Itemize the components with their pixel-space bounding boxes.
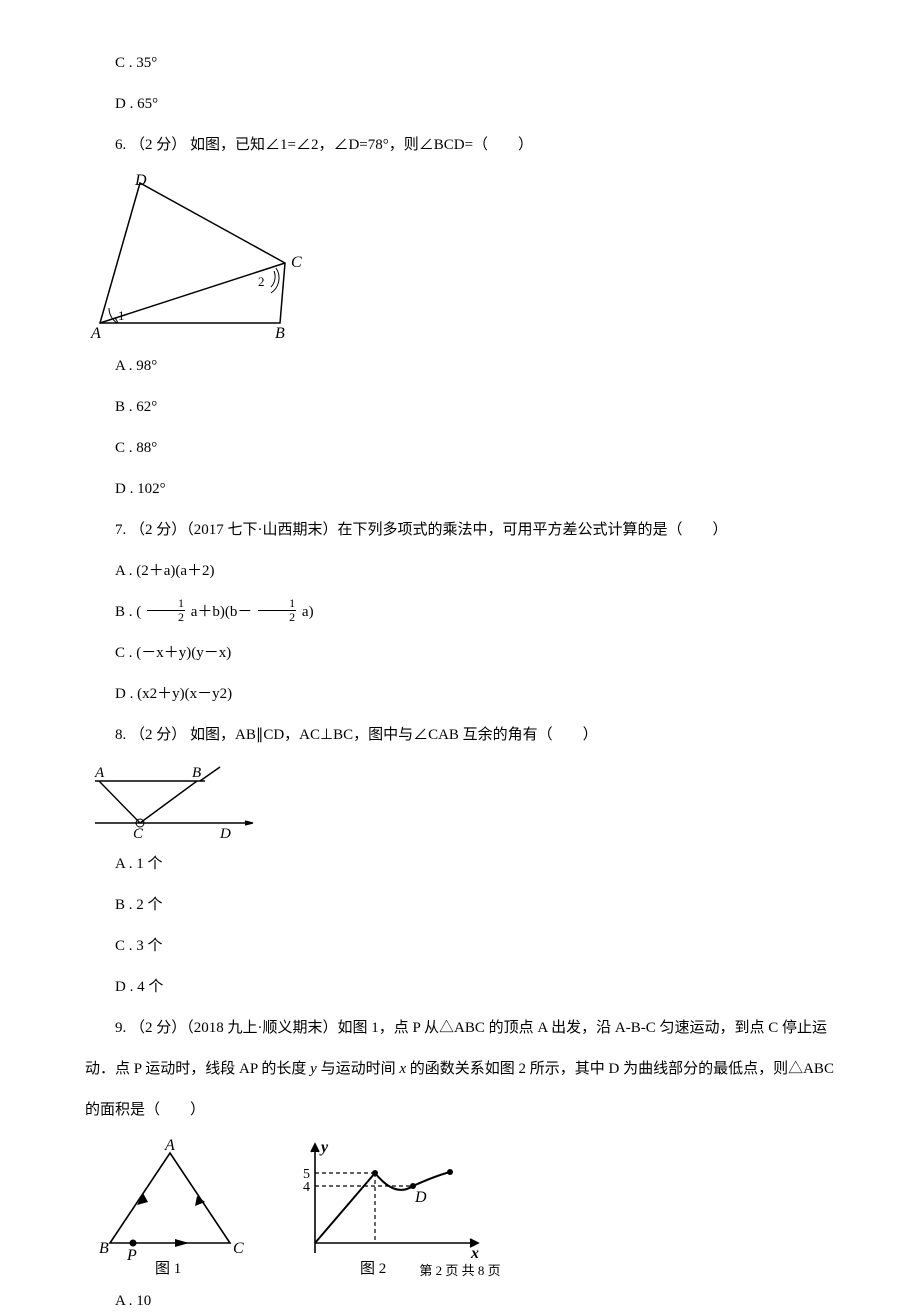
q6-option-c: C . 88° [85, 435, 835, 462]
q8-option-b: B . 2 个 [85, 892, 835, 919]
label-angle2: 2 [258, 274, 265, 289]
q7-option-a: A . (2＋a)(a＋2) [85, 558, 835, 585]
label-A: A [164, 1138, 175, 1154]
var-y: y [310, 1061, 317, 1077]
label-C: C [291, 254, 302, 271]
q5-option-c: C . 35° [85, 50, 835, 77]
q8-option-c: C . 3 个 [85, 933, 835, 960]
q5-option-d: D . 65° [85, 91, 835, 118]
q9-figure2: 5 4 y x D 图 2 [285, 1138, 485, 1278]
q9-stem-line1: 9. （2 分）（2018 九上·顺义期末）如图 1，点 P 从△ABC 的顶点… [85, 1015, 835, 1042]
q7-optb-mid1: a＋b)(b－ [187, 604, 256, 620]
label-angle1: 1 [118, 308, 125, 323]
label-D: D [134, 173, 147, 189]
q6-option-a: A . 98° [85, 353, 835, 380]
q6-option-d: D . 102° [85, 476, 835, 503]
label-A: A [90, 325, 101, 342]
q8-stem: 8. （2 分） 如图，AB∥CD，AC⊥BC，图中与∠CAB 互余的角有（ ） [85, 722, 835, 749]
page-footer: 第 2 页 共 8 页 [0, 1259, 920, 1282]
q7-option-c: C . (－x＋y)(y－x) [85, 640, 835, 667]
q7-stem: 7. （2 分）（2017 七下·山西期末）在下列多项式的乘法中，可用平方差公式… [85, 517, 835, 544]
q7-frac2: 12 [258, 597, 296, 624]
label-B: B [275, 325, 285, 342]
axis-y: y [319, 1139, 329, 1156]
q7-frac1: 12 [147, 597, 185, 624]
q8-option-d: D . 4 个 [85, 974, 835, 1001]
q9-stem-line2: 动．点 P 运动时，线段 AP 的长度 y 与运动时间 x 的函数关系如图 2 … [85, 1056, 835, 1083]
q7-option-d: D . (x2＋y)(x－y2) [85, 681, 835, 708]
q9-figure1: A B C P 图 1 [85, 1138, 255, 1278]
q8-figure: A B C D [85, 763, 835, 841]
q6-stem: 6. （2 分） 如图，已知∠1=∠2，∠D=78°，则∠BCD=（ ） [85, 132, 835, 159]
q7-option-b: B . ( 12 a＋b)(b－ 12 a) [85, 599, 835, 626]
q7-optb-pre: B . ( [115, 604, 145, 620]
label-C: C [133, 826, 144, 841]
label-A: A [94, 765, 105, 781]
q8-option-a: A . 1 个 [85, 851, 835, 878]
q6-option-b: B . 62° [85, 394, 835, 421]
q9-stem-line3: 的面积是（ ） [85, 1097, 835, 1124]
q7-optb-mid2: a) [298, 604, 313, 620]
label-B: B [192, 765, 201, 781]
q9-figures: A B C P 图 1 5 4 y x [85, 1138, 835, 1278]
ylabel-4: 4 [303, 1180, 310, 1195]
label-D: D [219, 826, 231, 841]
label-B: B [99, 1240, 109, 1257]
label-D: D [414, 1189, 427, 1206]
var-x: x [399, 1061, 406, 1077]
q6-figure: D C A B 1 2 [85, 173, 835, 343]
label-C: C [233, 1240, 244, 1257]
